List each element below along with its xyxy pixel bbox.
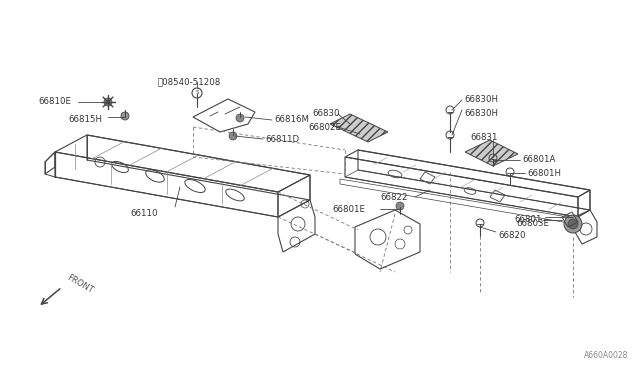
- Text: 66801E: 66801E: [332, 205, 365, 214]
- Text: 66810E: 66810E: [38, 97, 71, 106]
- Text: 66816M: 66816M: [274, 115, 309, 125]
- Text: 66831: 66831: [470, 132, 497, 141]
- Text: 66815H: 66815H: [68, 115, 102, 125]
- Text: 66801H: 66801H: [527, 169, 561, 177]
- Circle shape: [564, 215, 582, 233]
- Text: 66803E: 66803E: [516, 219, 549, 228]
- Circle shape: [121, 112, 129, 120]
- Text: 66822: 66822: [380, 193, 408, 202]
- Text: A660A0028: A660A0028: [584, 351, 628, 360]
- Text: 66110: 66110: [130, 209, 157, 218]
- Text: 66801: 66801: [514, 215, 541, 224]
- Text: 66801A: 66801A: [522, 155, 556, 164]
- Circle shape: [396, 202, 404, 210]
- Text: S: S: [195, 90, 199, 96]
- Circle shape: [229, 132, 237, 140]
- Text: 66811D: 66811D: [265, 135, 299, 144]
- Polygon shape: [330, 114, 388, 142]
- Text: FRONT: FRONT: [65, 273, 94, 295]
- Polygon shape: [465, 140, 518, 166]
- Text: 66830: 66830: [312, 109, 339, 119]
- Text: Ⓢ08540-51208: Ⓢ08540-51208: [158, 77, 221, 87]
- Text: 66820: 66820: [498, 231, 525, 240]
- Circle shape: [236, 114, 244, 122]
- Text: 66830H: 66830H: [464, 96, 498, 105]
- Text: 66802E: 66802E: [308, 122, 341, 131]
- Text: 66830H: 66830H: [464, 109, 498, 119]
- Circle shape: [104, 98, 112, 106]
- Circle shape: [568, 219, 578, 229]
